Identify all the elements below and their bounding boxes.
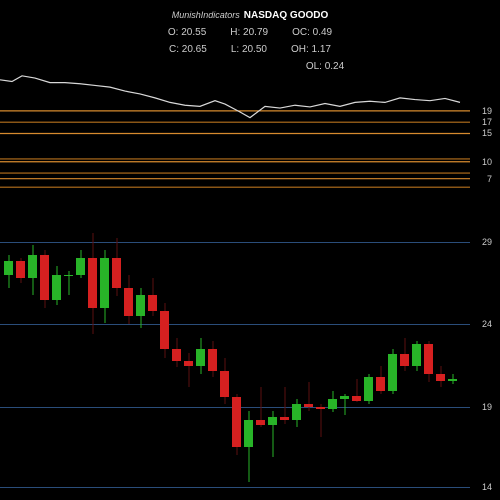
title-label: MunishIndicators xyxy=(172,9,240,23)
upper-indicator-panel xyxy=(0,60,470,190)
lower-axis-label: 24 xyxy=(482,319,492,329)
candle xyxy=(412,225,421,490)
ticker-symbol: NASDAQ GOODO xyxy=(244,8,328,23)
lower-axis-label: 19 xyxy=(482,402,492,412)
upper-axis-label: 7 xyxy=(487,174,492,184)
candle xyxy=(448,225,457,490)
candle xyxy=(124,225,133,490)
candle xyxy=(292,225,301,490)
candle xyxy=(340,225,349,490)
candle xyxy=(376,225,385,490)
candlestick-chart xyxy=(0,225,470,490)
lower-axis-label: 29 xyxy=(482,237,492,247)
candle xyxy=(136,225,145,490)
candle xyxy=(148,225,157,490)
candle xyxy=(352,225,361,490)
oh-value: OH: 1.17 xyxy=(291,42,331,57)
candle xyxy=(364,225,373,490)
candle xyxy=(100,225,109,490)
candle xyxy=(268,225,277,490)
candle xyxy=(424,225,433,490)
upper-line-chart xyxy=(0,60,470,190)
open-value: O: 20.55 xyxy=(168,25,206,40)
candle xyxy=(304,225,313,490)
candle xyxy=(328,225,337,490)
candle xyxy=(52,225,61,490)
candle xyxy=(436,225,445,490)
candle xyxy=(16,225,25,490)
candle xyxy=(400,225,409,490)
candle xyxy=(208,225,217,490)
lower-candle-panel xyxy=(0,225,470,490)
upper-axis-label: 10 xyxy=(482,157,492,167)
low-value: L: 20.50 xyxy=(231,42,267,57)
upper-axis-label: 17 xyxy=(482,117,492,127)
high-value: H: 20.79 xyxy=(230,25,268,40)
upper-axis-label: 19 xyxy=(482,106,492,116)
candle xyxy=(40,225,49,490)
candle xyxy=(76,225,85,490)
candle xyxy=(244,225,253,490)
candle xyxy=(316,225,325,490)
candle xyxy=(232,225,241,490)
candle xyxy=(388,225,397,490)
candle xyxy=(256,225,265,490)
candle xyxy=(196,225,205,490)
close-value: C: 20.65 xyxy=(169,42,207,57)
lower-axis-label: 14 xyxy=(482,482,492,492)
ohlc-row-2: C: 20.65 L: 20.50 OH: 1.17 xyxy=(0,42,500,57)
candle xyxy=(172,225,181,490)
upper-axis-label: 15 xyxy=(482,128,492,138)
oc-value: OC: 0.49 xyxy=(292,25,332,40)
candle xyxy=(64,225,73,490)
candle xyxy=(112,225,121,490)
candle xyxy=(220,225,229,490)
candle xyxy=(28,225,37,490)
candle xyxy=(280,225,289,490)
candle xyxy=(184,225,193,490)
candle xyxy=(4,225,13,490)
candle xyxy=(160,225,169,490)
ohlc-row-1: O: 20.55 H: 20.79 OC: 0.49 xyxy=(0,25,500,40)
candle xyxy=(88,225,97,490)
